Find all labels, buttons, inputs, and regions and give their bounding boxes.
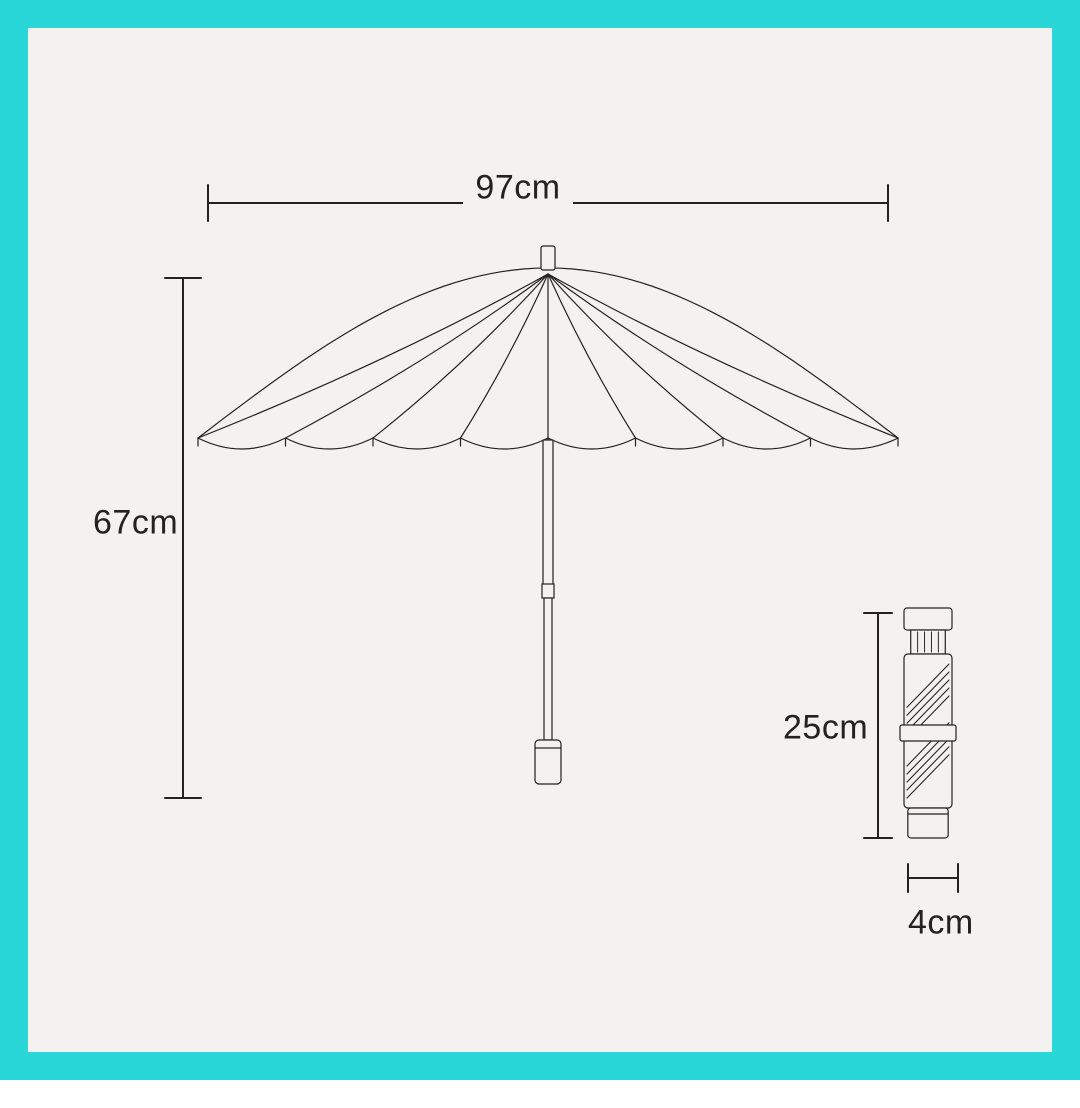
diagram-canvas: 97cm 67cm 25cm 4cm [28,28,1052,1052]
dim-open-width-label: 97cm [475,169,560,208]
dim-folded-width-label: 4cm [908,904,974,943]
dim-folded-height-label: 25cm [783,709,868,748]
diagram-frame: 97cm 67cm 25cm 4cm [0,0,1080,1080]
dim-open-height-label: 67cm [93,504,178,543]
